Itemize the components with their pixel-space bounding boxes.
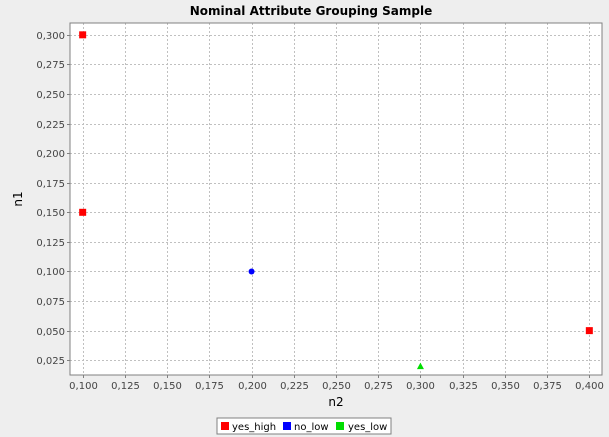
y-tick-label: 0,200	[36, 149, 65, 160]
y-tick-label: 0,275	[36, 60, 65, 71]
legend-label-yes-high: yes_high	[232, 422, 276, 433]
data-point-yes-low	[416, 362, 424, 370]
x-tick-label: 0,225	[280, 381, 309, 392]
x-axis: 0,100 0,125 0,150 0,175 0,200 0,225 0,250 0,275…	[69, 375, 604, 392]
y-tick-label: 0,025	[36, 356, 65, 367]
data-point-yes-high	[79, 208, 87, 216]
x-tick-label: 0,350	[491, 381, 520, 392]
x-tick-label: 0,125	[111, 381, 140, 392]
y-tick-label: 0,150	[36, 208, 65, 219]
y-tick-label: 0,050	[36, 327, 65, 338]
data-point-yes-high	[79, 31, 87, 39]
x-tick-label: 0,325	[449, 381, 478, 392]
x-tick-label: 0,200	[238, 381, 267, 392]
y-tick-label: 0,250	[36, 90, 65, 101]
data-point-no-low	[248, 268, 255, 275]
y-tick-label: 0,225	[36, 120, 65, 131]
legend-swatch-yes-low	[336, 422, 344, 430]
legend-swatch-yes-high	[221, 422, 229, 430]
legend: yes_high no_low yes_low	[216, 417, 392, 435]
x-tick-label: 0,100	[69, 381, 98, 392]
y-axis: 0,025 0,050 0,075 0,100 0,125 0,150 0,175 0,200…	[36, 31, 70, 367]
y-tick-label: 0,075	[36, 297, 65, 308]
y-axis-label: n1	[11, 191, 25, 206]
y-tick-label: 0,100	[36, 267, 65, 278]
legend-box	[216, 417, 392, 435]
y-tick-label: 0,300	[36, 31, 65, 42]
x-tick-label: 0,175	[195, 381, 224, 392]
x-axis-label: n2	[328, 395, 343, 409]
x-tick-label: 0,150	[153, 381, 182, 392]
x-tick-label: 0,375	[533, 381, 562, 392]
y-tick-label: 0,175	[36, 179, 65, 190]
legend-swatch-no-low	[283, 422, 291, 430]
grid-lines	[70, 23, 602, 375]
y-tick-label: 0,125	[36, 238, 65, 249]
legend-label-no-low: no_low	[294, 422, 329, 433]
x-tick-label: 0,300	[406, 381, 435, 392]
x-tick-label: 0,400	[575, 381, 604, 392]
data-points	[79, 31, 593, 370]
data-point-yes-high	[585, 327, 593, 335]
x-tick-label: 0,275	[364, 381, 393, 392]
chart-title: Nominal Attribute Grouping Sample	[190, 4, 432, 18]
legend-label-yes-low: yes_low	[348, 422, 387, 433]
x-tick-label: 0,250	[322, 381, 351, 392]
